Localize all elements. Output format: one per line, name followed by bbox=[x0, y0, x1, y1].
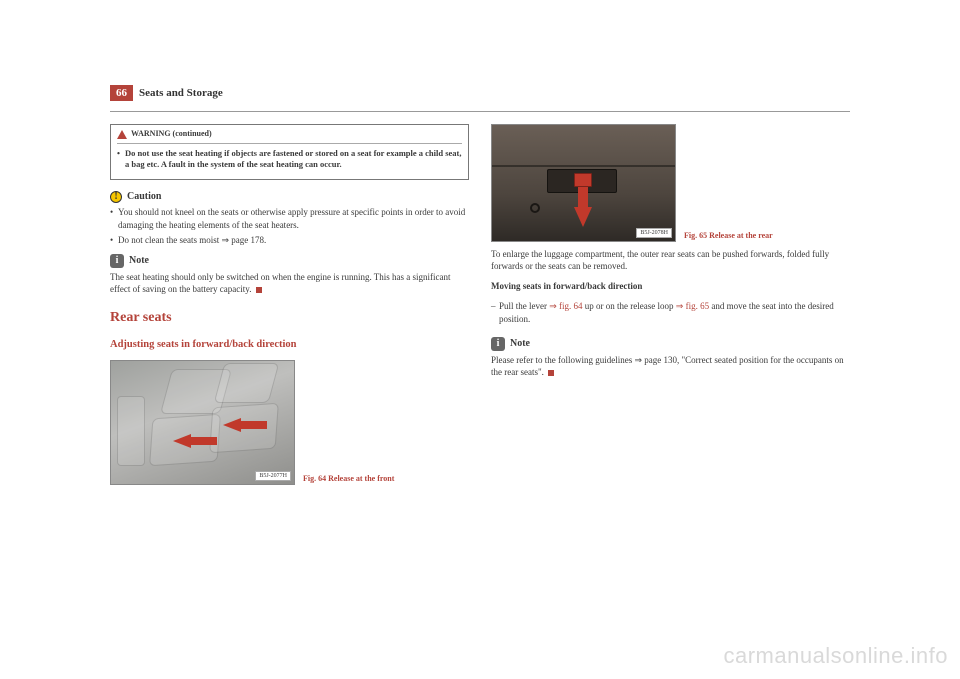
header-rule bbox=[110, 111, 850, 112]
dash-icon: – bbox=[491, 300, 499, 324]
warning-triangle-icon bbox=[117, 130, 127, 139]
heading-rear-seats: Rear seats bbox=[110, 309, 469, 328]
figure-code: B5J-2077H bbox=[255, 471, 291, 481]
figure-65: B5J-2078H Fig. 65 Release at the rear bbox=[491, 124, 850, 242]
bullet-icon: • bbox=[110, 234, 118, 246]
section-title: Seats and Storage bbox=[139, 87, 223, 99]
hole-shape bbox=[530, 203, 540, 213]
caution-heading: ! Caution bbox=[110, 190, 469, 204]
warning-body: • Do not use the seat heating if objects… bbox=[117, 148, 462, 170]
step-text: Pull the lever ⇒ fig. 64 up or on the re… bbox=[499, 300, 850, 324]
warning-text: Do not use the seat heating if objects a… bbox=[125, 148, 462, 170]
right-column: B5J-2078H Fig. 65 Release at the rear To… bbox=[491, 124, 850, 491]
watermark: carmanualsonline.info bbox=[723, 643, 948, 669]
arrow-icon bbox=[191, 437, 217, 445]
note-body: The seat heating should only be switched… bbox=[110, 271, 469, 295]
figure-code: B5J-2078H bbox=[636, 228, 672, 238]
note-label: Note bbox=[129, 254, 149, 268]
left-column: WARNING (continued) • Do not use the sea… bbox=[110, 124, 469, 491]
warning-header: WARNING (continued) bbox=[117, 129, 462, 144]
release-latch bbox=[574, 173, 592, 187]
figure-65-image: B5J-2078H bbox=[491, 124, 676, 242]
note-label-2: Note bbox=[510, 337, 530, 351]
note-heading-2: i Note bbox=[491, 337, 850, 351]
arrow-head-icon bbox=[173, 434, 191, 448]
arrow-head-icon bbox=[223, 418, 241, 432]
arrow-head-icon bbox=[574, 207, 592, 227]
heading-adjusting: Adjusting seats in forward/back directio… bbox=[110, 338, 469, 352]
step-item: – Pull the lever ⇒ fig. 64 up or on the … bbox=[491, 300, 850, 324]
caution-text-2: Do not clean the seats moist ⇒ page 178. bbox=[118, 234, 266, 246]
end-marker-icon bbox=[548, 370, 554, 376]
caution-icon: ! bbox=[110, 191, 122, 203]
paragraph: To enlarge the luggage compartment, the … bbox=[491, 248, 850, 272]
arrow-icon bbox=[241, 421, 267, 429]
page-number: 66 bbox=[110, 85, 133, 101]
manual-page: 66 Seats and Storage WARNING (continued)… bbox=[0, 0, 960, 511]
arrow-icon bbox=[578, 187, 588, 209]
info-icon: i bbox=[110, 254, 124, 268]
bullet-icon: • bbox=[117, 148, 125, 170]
subheading-moving: Moving seats in forward/back direction bbox=[491, 280, 850, 292]
figure-65-caption: Fig. 65 Release at the rear bbox=[684, 231, 773, 242]
page-header: 66 Seats and Storage bbox=[110, 85, 850, 101]
caution-item-2: • Do not clean the seats moist ⇒ page 17… bbox=[110, 234, 469, 246]
info-icon: i bbox=[491, 337, 505, 351]
figure-64-caption: Fig. 64 Release at the front bbox=[303, 474, 394, 485]
figure-64-image: B5J-2077H bbox=[110, 360, 295, 485]
bullet-icon: • bbox=[110, 206, 118, 230]
seat-shape bbox=[214, 363, 280, 403]
seat-shape bbox=[117, 396, 145, 466]
content-columns: WARNING (continued) • Do not use the sea… bbox=[110, 124, 850, 491]
note-body-2: Please refer to the following guidelines… bbox=[491, 354, 850, 378]
end-marker-icon bbox=[256, 287, 262, 293]
caution-text-1: You should not kneel on the seats or oth… bbox=[118, 206, 469, 230]
caution-item-1: • You should not kneel on the seats or o… bbox=[110, 206, 469, 230]
note-heading: i Note bbox=[110, 254, 469, 268]
caution-label: Caution bbox=[127, 190, 161, 204]
warning-label: WARNING (continued) bbox=[131, 129, 212, 140]
panel-line bbox=[492, 165, 675, 167]
warning-box: WARNING (continued) • Do not use the sea… bbox=[110, 124, 469, 180]
figure-64: B5J-2077H Fig. 64 Release at the front bbox=[110, 360, 469, 485]
